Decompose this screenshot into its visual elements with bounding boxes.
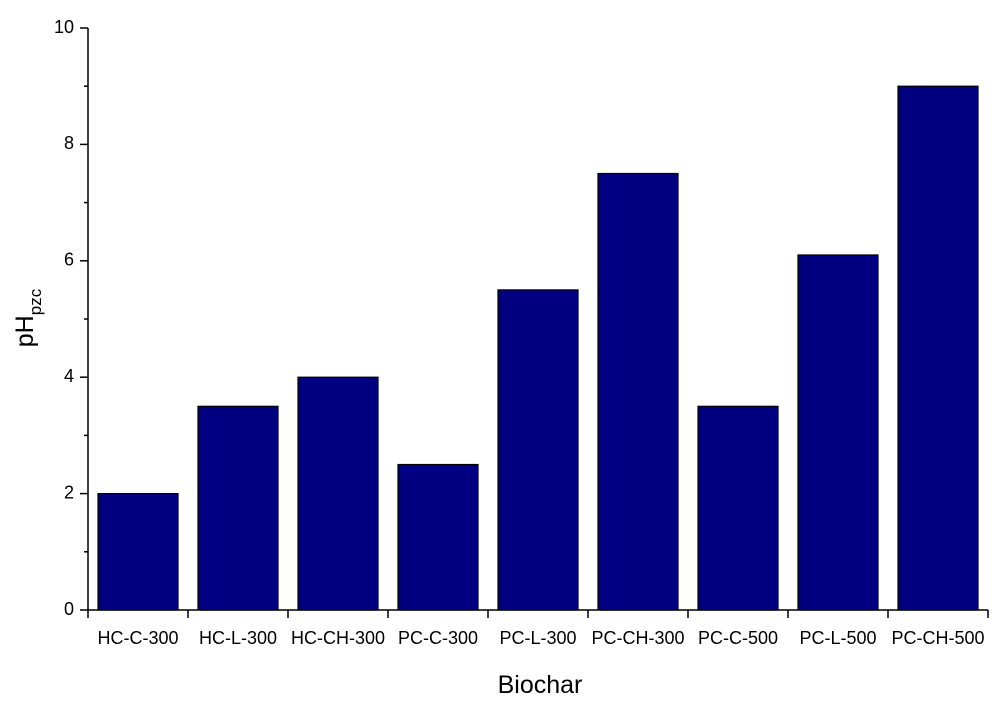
- x-tick-label: PC-C-300: [398, 628, 478, 648]
- x-tick-label: PC-L-300: [499, 628, 576, 648]
- y-tick-label: 0: [64, 599, 74, 619]
- bar: [797, 254, 879, 611]
- bar: [297, 376, 379, 611]
- x-axis-label: Biochar: [498, 671, 583, 699]
- y-tick-label: 8: [64, 133, 74, 153]
- bar: [697, 405, 779, 611]
- bar: [97, 493, 179, 611]
- y-tick-label: 2: [64, 482, 74, 502]
- y-label-subscript: pzc: [26, 288, 45, 315]
- bar: [597, 172, 679, 611]
- x-tick-label: HC-C-300: [97, 628, 178, 648]
- bar: [897, 85, 979, 611]
- y-tick-label: 4: [64, 366, 74, 386]
- x-tick-label: PC-L-500: [799, 628, 876, 648]
- y-axis-label: pHpzc: [11, 288, 45, 347]
- x-tick-label: HC-L-300: [199, 628, 277, 648]
- bar: [197, 405, 279, 611]
- y-tick-label: 6: [64, 250, 74, 270]
- y-tick-label: 10: [54, 17, 74, 37]
- bar: [397, 463, 479, 611]
- bar: [497, 289, 579, 611]
- x-tick-label: PC-CH-500: [891, 628, 984, 648]
- x-tick-label: HC-CH-300: [291, 628, 385, 648]
- y-label-main: pH: [11, 315, 39, 347]
- x-tick-label: PC-C-500: [698, 628, 778, 648]
- x-tick-label: PC-CH-300: [591, 628, 684, 648]
